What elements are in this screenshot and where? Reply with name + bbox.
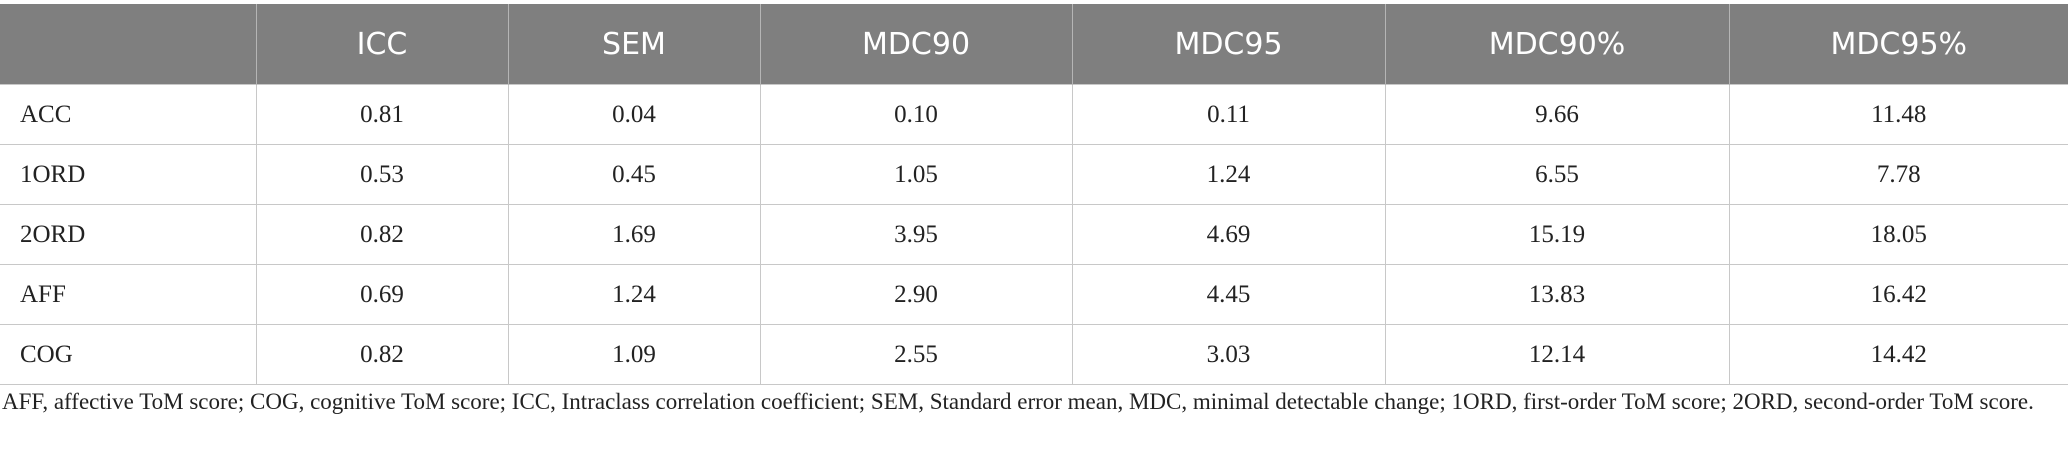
table-cell: 9.66 — [1384, 84, 1730, 145]
table-cell: 4.69 — [1071, 204, 1386, 265]
data-table: ICC SEM MDC90 MDC95 MDC90% MDC95% ACC 0.81 0.04… — [0, 4, 2068, 385]
table-cell: 1.24 — [507, 264, 761, 325]
row-label: AFF — [0, 264, 257, 325]
table-cell: 14.42 — [1728, 324, 2068, 385]
table-cell: 3.03 — [1071, 324, 1386, 385]
table-row: AFF 0.69 1.24 2.90 4.45 13.83 16.42 — [0, 264, 2068, 325]
header-cell: SEM — [507, 4, 760, 85]
header-cell: MDC95% — [1728, 4, 2068, 85]
table-cell: 0.69 — [255, 264, 509, 325]
row-label: 2ORD — [0, 204, 257, 265]
header-cell: MDC90 — [759, 4, 1072, 85]
table-cell: 13.83 — [1384, 264, 1730, 325]
table-cell: 2.55 — [759, 324, 1073, 385]
table-cell: 0.45 — [507, 144, 761, 205]
header-cell — [0, 4, 256, 85]
table-body: ACC 0.81 0.04 0.10 0.11 9.66 11.48 1ORD 0.53 0.45… — [0, 84, 2068, 385]
table-cell: 0.82 — [255, 324, 509, 385]
footnote: AFF, affective ToM score; COG, cognitive… — [2, 389, 2034, 414]
table-cell: 7.78 — [1728, 144, 2068, 205]
table-row: ACC 0.81 0.04 0.10 0.11 9.66 11.48 — [0, 84, 2068, 145]
table-cell: 18.05 — [1728, 204, 2068, 265]
table-row: COG 0.82 1.09 2.55 3.03 12.14 14.42 — [0, 324, 2068, 385]
table-cell: 1.05 — [759, 144, 1073, 205]
table-cell: 2.90 — [759, 264, 1073, 325]
table-cell: 0.82 — [255, 204, 509, 265]
table-row: 2ORD 0.82 1.69 3.95 4.69 15.19 18.05 — [0, 204, 2068, 265]
table-cell: 0.04 — [507, 84, 761, 145]
table-cell: 1.24 — [1071, 144, 1386, 205]
header-cell: ICC — [255, 4, 508, 85]
header-cell: MDC95 — [1071, 4, 1385, 85]
table-row: 1ORD 0.53 0.45 1.05 1.24 6.55 7.78 — [0, 144, 2068, 205]
table-cell: 3.95 — [759, 204, 1073, 265]
row-label: COG — [0, 324, 257, 385]
header-cell: MDC90% — [1384, 4, 1729, 85]
table-cell: 0.53 — [255, 144, 509, 205]
table-cell: 6.55 — [1384, 144, 1730, 205]
table-cell: 11.48 — [1728, 84, 2068, 145]
header-row: ICC SEM MDC90 MDC95 MDC90% MDC95% — [0, 4, 2068, 85]
table-cell: 12.14 — [1384, 324, 1730, 385]
table-cell: 4.45 — [1071, 264, 1386, 325]
table-cell: 0.11 — [1071, 84, 1386, 145]
row-label: ACC — [0, 84, 257, 145]
row-label: 1ORD — [0, 144, 257, 205]
table-cell: 15.19 — [1384, 204, 1730, 265]
table-cell: 0.81 — [255, 84, 509, 145]
table-cell: 1.69 — [507, 204, 761, 265]
table-cell: 16.42 — [1728, 264, 2068, 325]
table-cell: 1.09 — [507, 324, 761, 385]
table-cell: 0.10 — [759, 84, 1073, 145]
